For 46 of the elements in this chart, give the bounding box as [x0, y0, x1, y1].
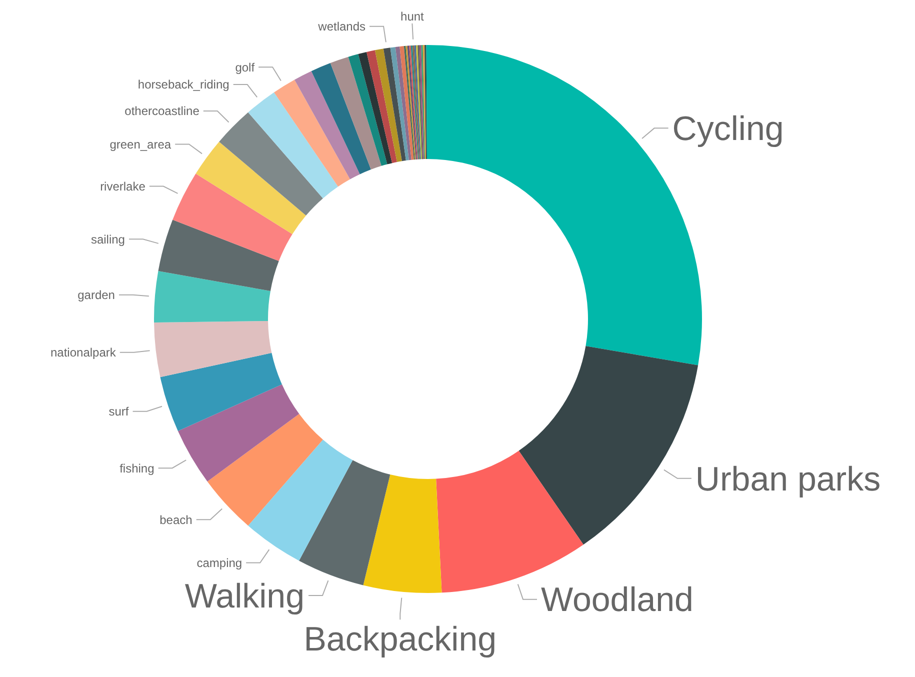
- donut-slice: [421, 45, 425, 160]
- donut-slice: [390, 46, 409, 161]
- slice-label: sailing: [90, 232, 125, 246]
- slice-label: horseback_riding: [138, 78, 230, 92]
- donut-slice: [219, 112, 323, 216]
- donut-slice: [294, 71, 360, 180]
- donut-slice: [248, 92, 338, 198]
- donut-slice: [400, 46, 414, 160]
- donut-slice: [374, 48, 402, 162]
- donut-slice: [160, 352, 282, 431]
- slice-label: othercoastline: [124, 104, 200, 118]
- slice-label: wetlands: [317, 20, 366, 34]
- slice-label: camping: [196, 556, 242, 570]
- donut-slice: [366, 50, 398, 164]
- donut-slice: [383, 48, 406, 162]
- donut-slice: [274, 80, 350, 187]
- slice-label: beach: [160, 512, 192, 527]
- donut-slice: [172, 174, 292, 262]
- donut-slice: [358, 52, 392, 164]
- slice-label: nationalpark: [50, 346, 117, 360]
- slice-label: Urban parks: [695, 460, 881, 498]
- donut-slice: [158, 220, 279, 291]
- donut-slice: [348, 54, 388, 166]
- donut-slice: [363, 474, 442, 593]
- donut-slice: [248, 440, 353, 561]
- slice-label: green_area: [110, 137, 172, 152]
- slice-label: hunt: [400, 9, 425, 24]
- donut-slice: [422, 45, 426, 160]
- slice-label: Woodland: [541, 581, 694, 620]
- slice-label: Walking: [184, 577, 304, 616]
- donut-slice: [207, 414, 323, 526]
- donut-slice: [154, 271, 270, 322]
- donut-slice: [196, 142, 306, 234]
- donut-slice: [395, 46, 412, 160]
- donut-slice: [330, 56, 382, 170]
- donut-slice: [178, 384, 300, 482]
- slice-label: garden: [78, 288, 115, 302]
- slice-label: golf: [235, 60, 256, 74]
- slice-label: riverlake: [100, 179, 146, 194]
- slice-label: surf: [108, 404, 130, 419]
- donut-slice: [518, 346, 698, 545]
- donut-slice: [154, 321, 272, 378]
- donut-slice: [311, 62, 371, 174]
- slice-label: Cycling: [672, 110, 784, 148]
- slice-label: Backpacking: [304, 620, 497, 658]
- slice-label: fishing: [120, 461, 154, 476]
